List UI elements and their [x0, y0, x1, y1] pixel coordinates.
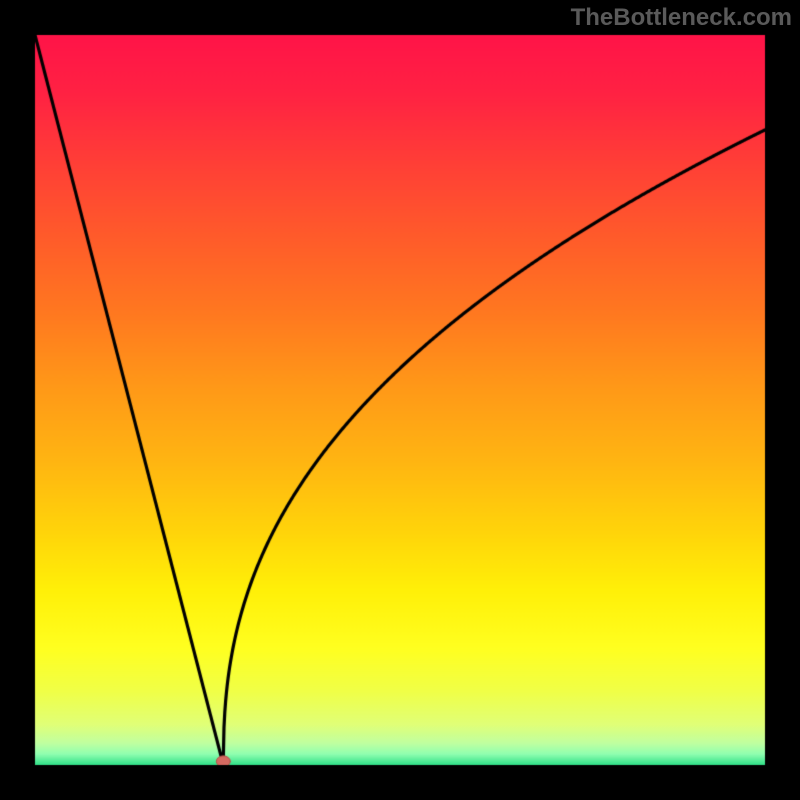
bottleneck-chart-canvas — [0, 0, 800, 800]
chart-container: TheBottleneck.com — [0, 0, 800, 800]
watermark-text: TheBottleneck.com — [571, 4, 792, 32]
